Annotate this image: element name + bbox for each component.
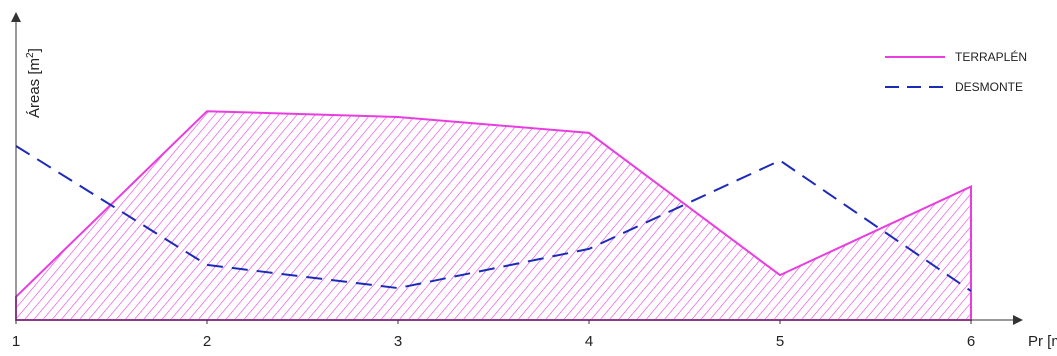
legend: TERRAPLÉN DESMONTE — [885, 49, 1027, 94]
y-axis-label-suffix: ] — [26, 48, 43, 52]
y-axis-arrow — [11, 12, 21, 22]
y-axis-label: Áreas [m2] — [25, 48, 43, 118]
legend-label-desmonte: DESMONTE — [955, 80, 1023, 94]
x-tick-label-3: 3 — [394, 333, 402, 350]
x-axis-arrow — [1013, 315, 1023, 325]
legend-label-terrapl-n: TERRAPLÉN — [955, 49, 1027, 64]
x-tick-label-2: 2 — [203, 333, 211, 350]
series-terrapl-n-area — [15, 110, 972, 321]
x-tick-label-4: 4 — [585, 333, 593, 350]
x-axis-label: Pr [m] — [1028, 333, 1057, 350]
y-axis-label-main: Áreas [m — [26, 58, 43, 118]
plot-area — [15, 110, 972, 321]
y-axis-label-superscript: 2 — [25, 52, 36, 58]
x-tick-label-6: 6 — [967, 333, 975, 350]
x-tick-label-5: 5 — [776, 333, 784, 350]
series-desmonte-line — [15, 145, 972, 292]
x-tick-label-1: 1 — [12, 333, 20, 350]
